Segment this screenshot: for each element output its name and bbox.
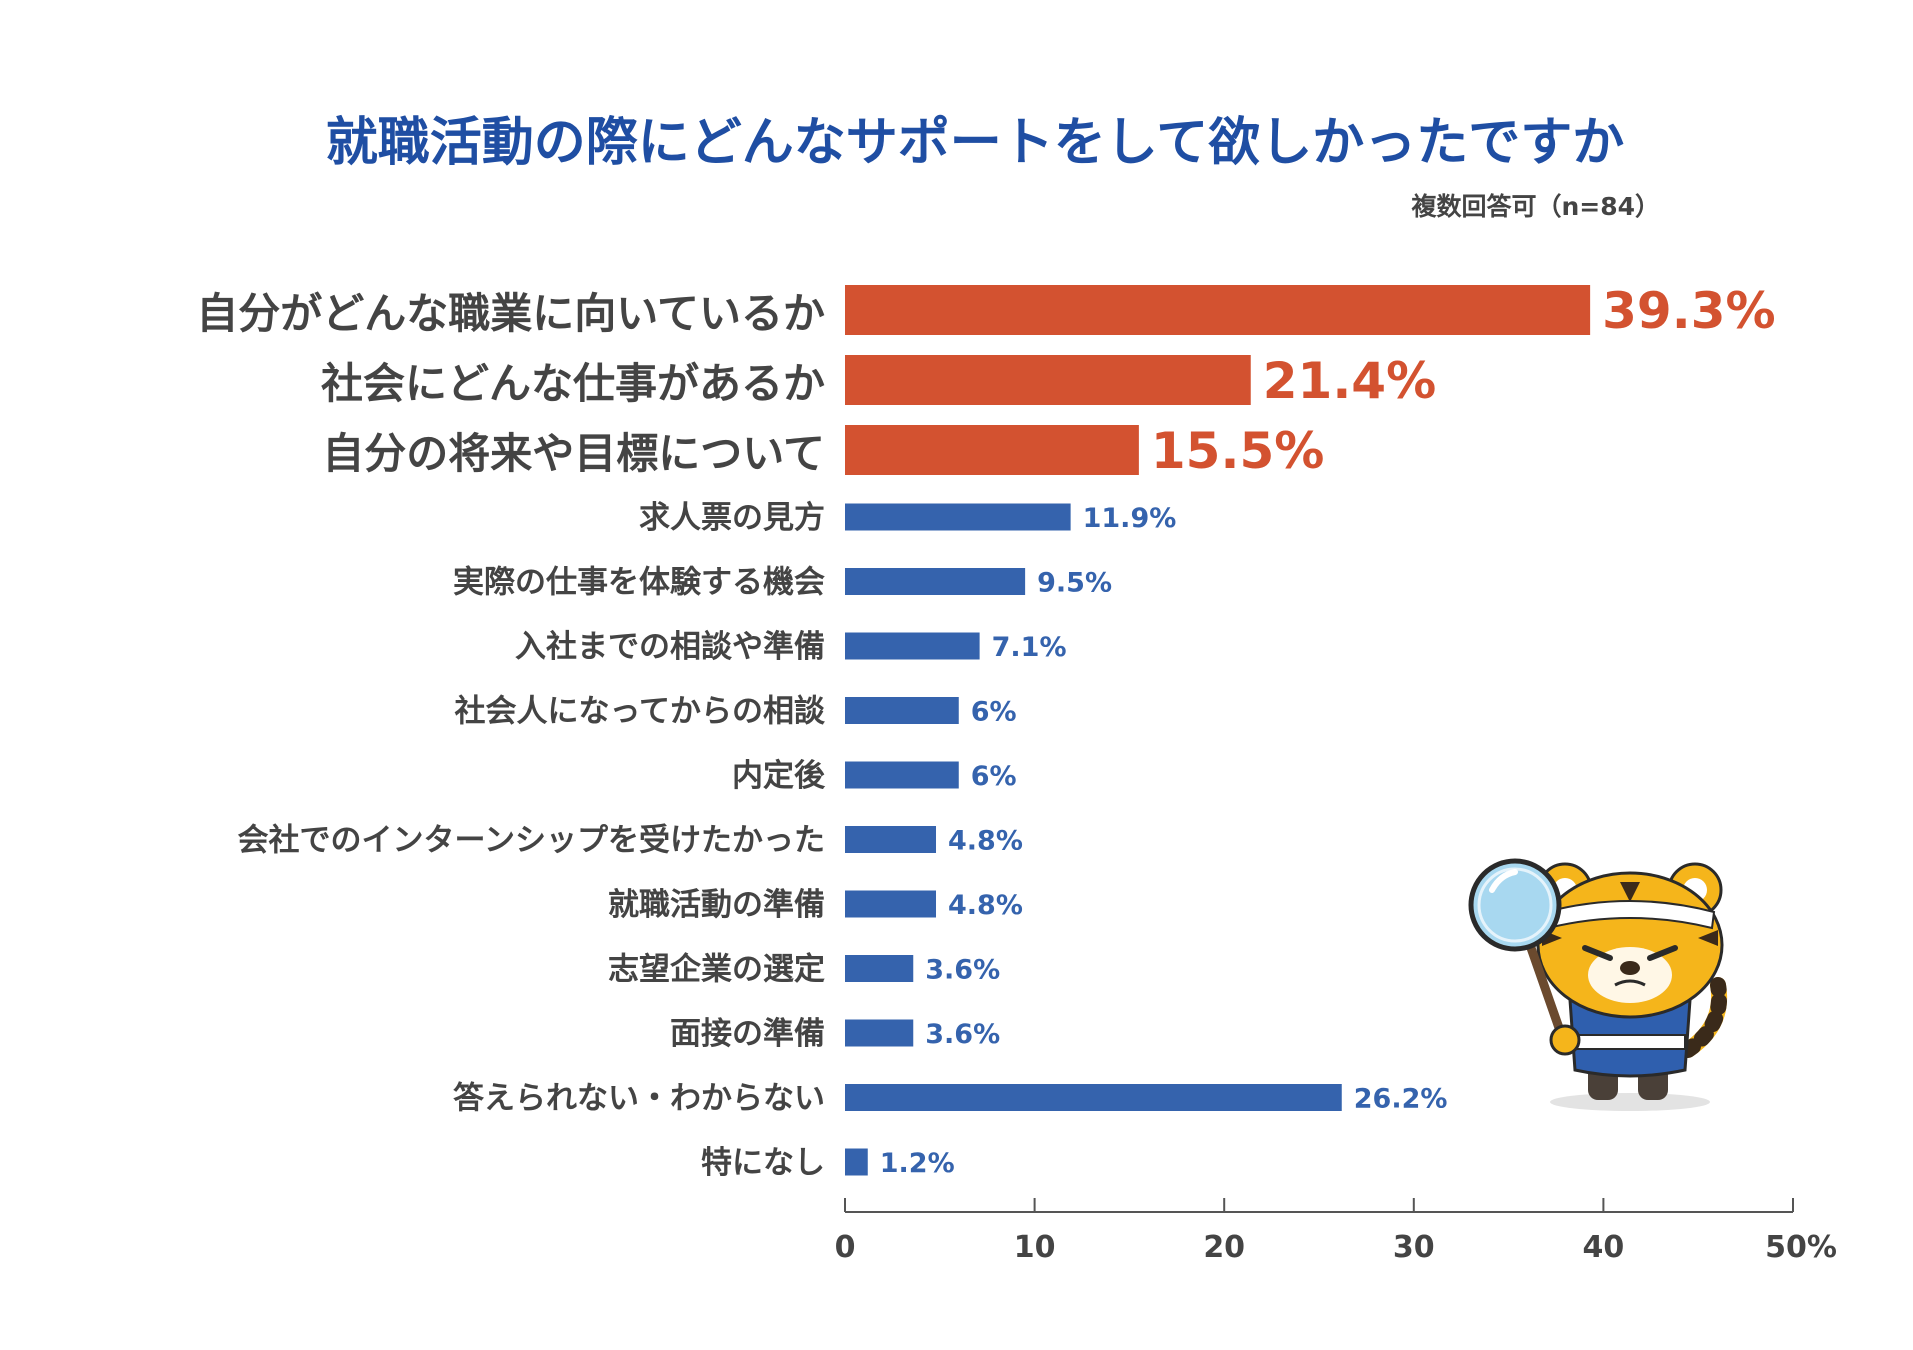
category-label: 自分がどんな職業に向いているか	[196, 289, 825, 338]
bar	[845, 425, 1139, 475]
category-label: 社会にどんな仕事があるか	[321, 359, 825, 408]
data-label: 15.5%	[1151, 422, 1324, 480]
data-label: 1.2%	[880, 1148, 955, 1179]
bar	[845, 955, 914, 982]
bars-group: 自分がどんな職業に向いているか 39.3% 社会にどんな仕事があるか 21.4% 自分の…	[196, 282, 1775, 1181]
tiger-with-magnifying-glass-icon	[1468, 858, 1728, 1111]
data-label: 6%	[971, 697, 1017, 728]
bar	[845, 697, 959, 724]
data-label: 7.1%	[992, 632, 1067, 663]
chart-title: 就職活動の際にどんなサポートをして欲しかったですか	[326, 113, 1624, 173]
bar	[845, 1148, 868, 1176]
category-label: 入社までの相談や準備	[515, 629, 825, 665]
data-label: 3.6%	[925, 955, 1000, 986]
x-tick-label: 40	[1583, 1230, 1625, 1265]
category-label: 会社でのインターンシップを受けたかった	[238, 823, 825, 859]
bar	[845, 285, 1591, 335]
bar	[845, 503, 1071, 531]
category-label: 志望企業の選定	[608, 952, 825, 988]
data-label: 6%	[971, 761, 1017, 792]
bar	[845, 355, 1251, 405]
data-label: 21.4%	[1263, 352, 1436, 410]
chart-subtitle: 複数回答可（n=84）	[1411, 192, 1660, 221]
bar	[845, 568, 1026, 595]
category-label: 内定後	[732, 758, 826, 794]
category-label: 自分の将来や目標について	[322, 429, 825, 478]
category-label: 面接の準備	[670, 1016, 825, 1052]
data-label: 9.5%	[1037, 568, 1112, 599]
data-label: 11.9%	[1083, 503, 1177, 534]
data-label: 4.8%	[948, 826, 1023, 857]
data-label: 3.6%	[925, 1019, 1000, 1050]
x-tick-label: 30	[1393, 1230, 1435, 1265]
x-tick-label: 10	[1014, 1230, 1056, 1265]
category-label: 求人票の見方	[639, 500, 825, 536]
category-label: 就職活動の準備	[608, 887, 825, 923]
data-label: 4.8%	[948, 890, 1023, 921]
x-axis: 0 10 20 30 40 50%	[835, 1198, 1837, 1265]
x-tick-label: 20	[1203, 1230, 1245, 1265]
bar	[845, 632, 980, 660]
bar	[845, 890, 937, 918]
data-label: 26.2%	[1354, 1084, 1448, 1115]
x-tick-label: 50%	[1765, 1230, 1837, 1265]
bar	[845, 1019, 914, 1047]
bar	[845, 826, 937, 853]
category-label: 社会人になってからの相談	[455, 694, 826, 730]
category-label: 答えられない・わからない	[453, 1081, 825, 1117]
bar	[845, 761, 959, 789]
category-label: 実際の仕事を体験する機会	[453, 565, 825, 601]
data-label: 39.3%	[1602, 282, 1775, 340]
category-label: 特になし	[701, 1145, 825, 1181]
x-tick-label: 0	[835, 1230, 856, 1265]
bar	[845, 1084, 1342, 1111]
